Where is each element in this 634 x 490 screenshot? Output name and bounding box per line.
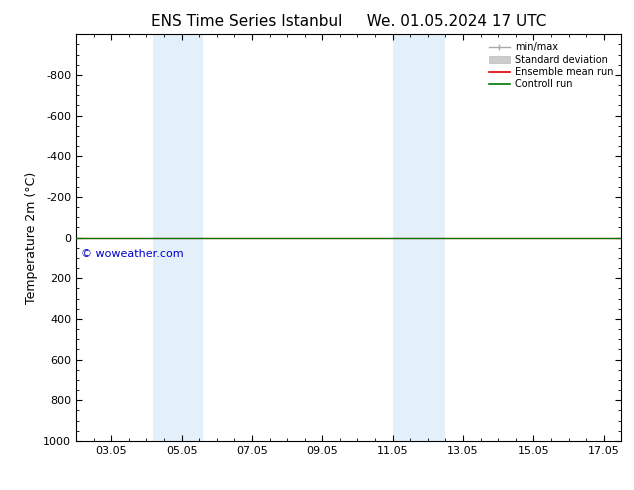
Bar — [392, 34, 446, 441]
Title: ENS Time Series Istanbul     We. 01.05.2024 17 UTC: ENS Time Series Istanbul We. 01.05.2024 … — [151, 14, 547, 29]
Legend: min/max, Standard deviation, Ensemble mean run, Controll run: min/max, Standard deviation, Ensemble me… — [486, 39, 616, 92]
Y-axis label: Temperature 2m (°C): Temperature 2m (°C) — [25, 172, 37, 304]
Bar — [153, 34, 203, 441]
Text: © woweather.com: © woweather.com — [81, 249, 184, 259]
